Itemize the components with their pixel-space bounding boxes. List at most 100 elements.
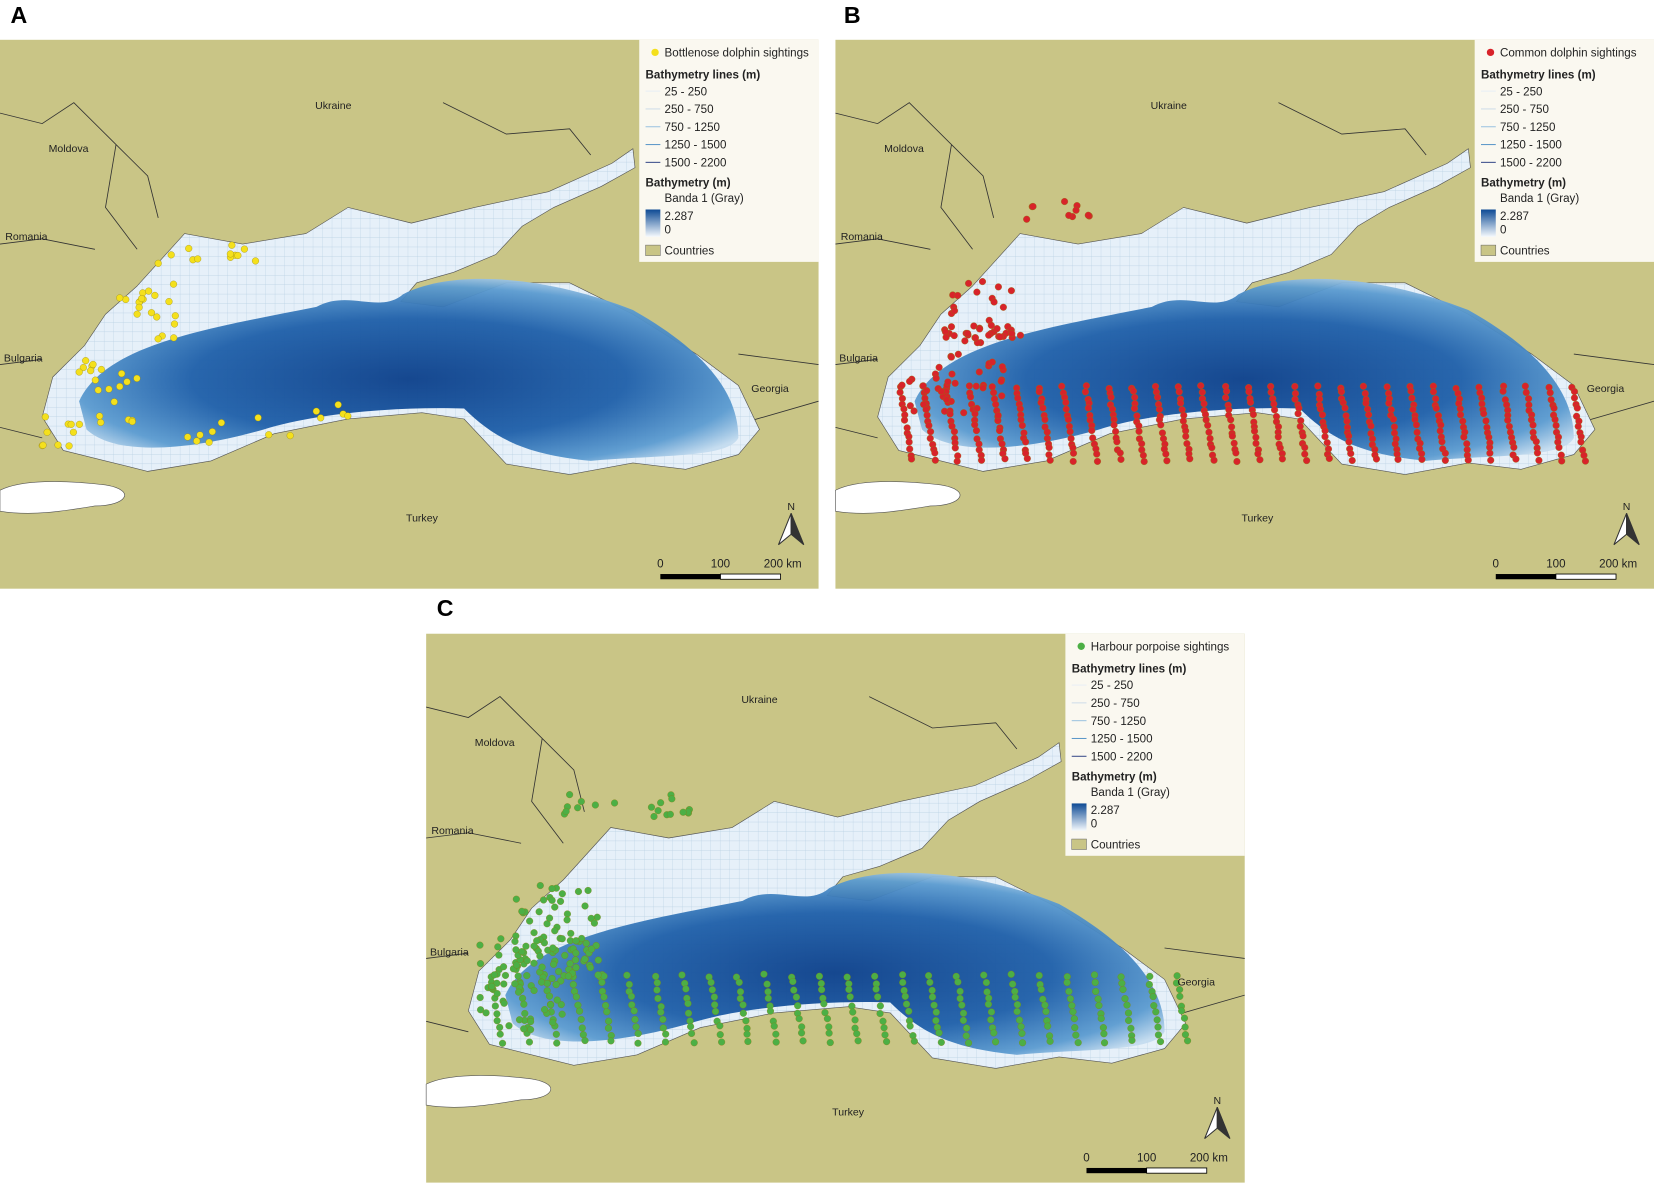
sighting [996,333,1004,341]
sighting [498,1039,507,1047]
sighting [990,389,998,397]
sighting [1063,973,1071,981]
sighting [128,418,136,426]
sighting [557,977,565,985]
sighting [1157,421,1165,429]
sighting [520,1025,528,1033]
sighting [900,405,908,413]
sighting [557,1001,565,1009]
sighting [634,1039,642,1047]
sighting [110,398,118,406]
sighting [1246,398,1255,406]
marmara [835,481,961,514]
sighting [67,420,75,428]
sighting [151,291,159,299]
sighting [1480,410,1488,418]
sighting [1017,416,1025,424]
sighting [1037,985,1045,993]
sighting [1046,1037,1054,1045]
sighting [69,428,77,436]
sighting [959,1016,967,1024]
sighting [881,1031,889,1039]
sighting [196,431,204,439]
sighting [1499,387,1507,395]
sighting [574,888,583,896]
sighting [571,956,579,964]
legend-bathy-title: Bathymetry (m) [1481,177,1566,189]
sighting [956,994,964,1002]
sighting [925,421,933,430]
sighting [1529,421,1537,429]
sighting [1200,400,1208,408]
sighting [1463,440,1471,448]
sighting [876,1002,884,1010]
sighting [987,1008,995,1016]
sighting [690,1039,698,1047]
sighting [1124,1009,1133,1017]
sighting [1181,1031,1189,1039]
legend-band: Banda 1 (Gray) [665,193,744,205]
sighting [547,1001,555,1009]
north-label: N [1213,1095,1221,1107]
sighting [1178,1007,1186,1015]
sighting [286,432,294,440]
sighting [1186,455,1194,463]
sighting [851,1016,859,1024]
sighting [1505,422,1513,430]
sighting [1155,405,1163,413]
sighting [679,808,687,816]
sighting [1274,433,1282,441]
north-label: N [787,501,795,513]
sighting [845,985,853,993]
legend-line-label: 250 - 750 [1500,104,1549,116]
sighting [1135,427,1143,435]
legend-line-label: 1500 - 2200 [1500,158,1562,170]
sighting [41,413,49,421]
sighting [971,334,979,342]
sighting [94,386,102,394]
sighting [194,255,202,263]
sighting [985,331,993,339]
deep-basin [914,278,1574,461]
sighting [931,456,939,464]
sighting [1486,443,1494,451]
sighting [825,1029,833,1037]
sighting [973,404,981,412]
legend-line-label: 750 - 1250 [1500,122,1555,134]
sighting [1072,1031,1080,1039]
sighting [553,1039,561,1047]
sighting [1153,1016,1161,1024]
sighting [903,1000,911,1008]
sighting [1082,382,1090,390]
sighting [133,374,141,382]
legend-countries: Countries [1500,246,1550,258]
sighting [1070,1015,1078,1023]
sighting [654,807,662,815]
sighting [1432,404,1440,412]
borders [426,696,1245,1033]
sighting [1119,985,1127,993]
legend-dot [1077,642,1085,650]
north-arrow [1216,1107,1231,1140]
sighting [557,897,565,905]
legend-min: 0 [1500,225,1506,237]
sighting [937,1038,945,1046]
legend-line-label: 25 - 250 [1500,86,1543,98]
sighting [344,412,352,420]
sighting [932,374,940,382]
sighting [1065,987,1073,995]
sighting [983,988,991,996]
sighting [958,1001,966,1009]
sighting [1222,394,1230,402]
sighting [899,978,907,986]
sighting [552,1030,560,1038]
sighting [1046,456,1054,464]
deep-basin [505,872,1165,1055]
sighting [1118,979,1126,987]
legend-line-label: 1250 - 1500 [1091,734,1153,746]
sighting [75,420,83,428]
sighting [545,992,554,1000]
sighting [1362,399,1370,407]
country-label: Bulgaria [430,946,469,958]
